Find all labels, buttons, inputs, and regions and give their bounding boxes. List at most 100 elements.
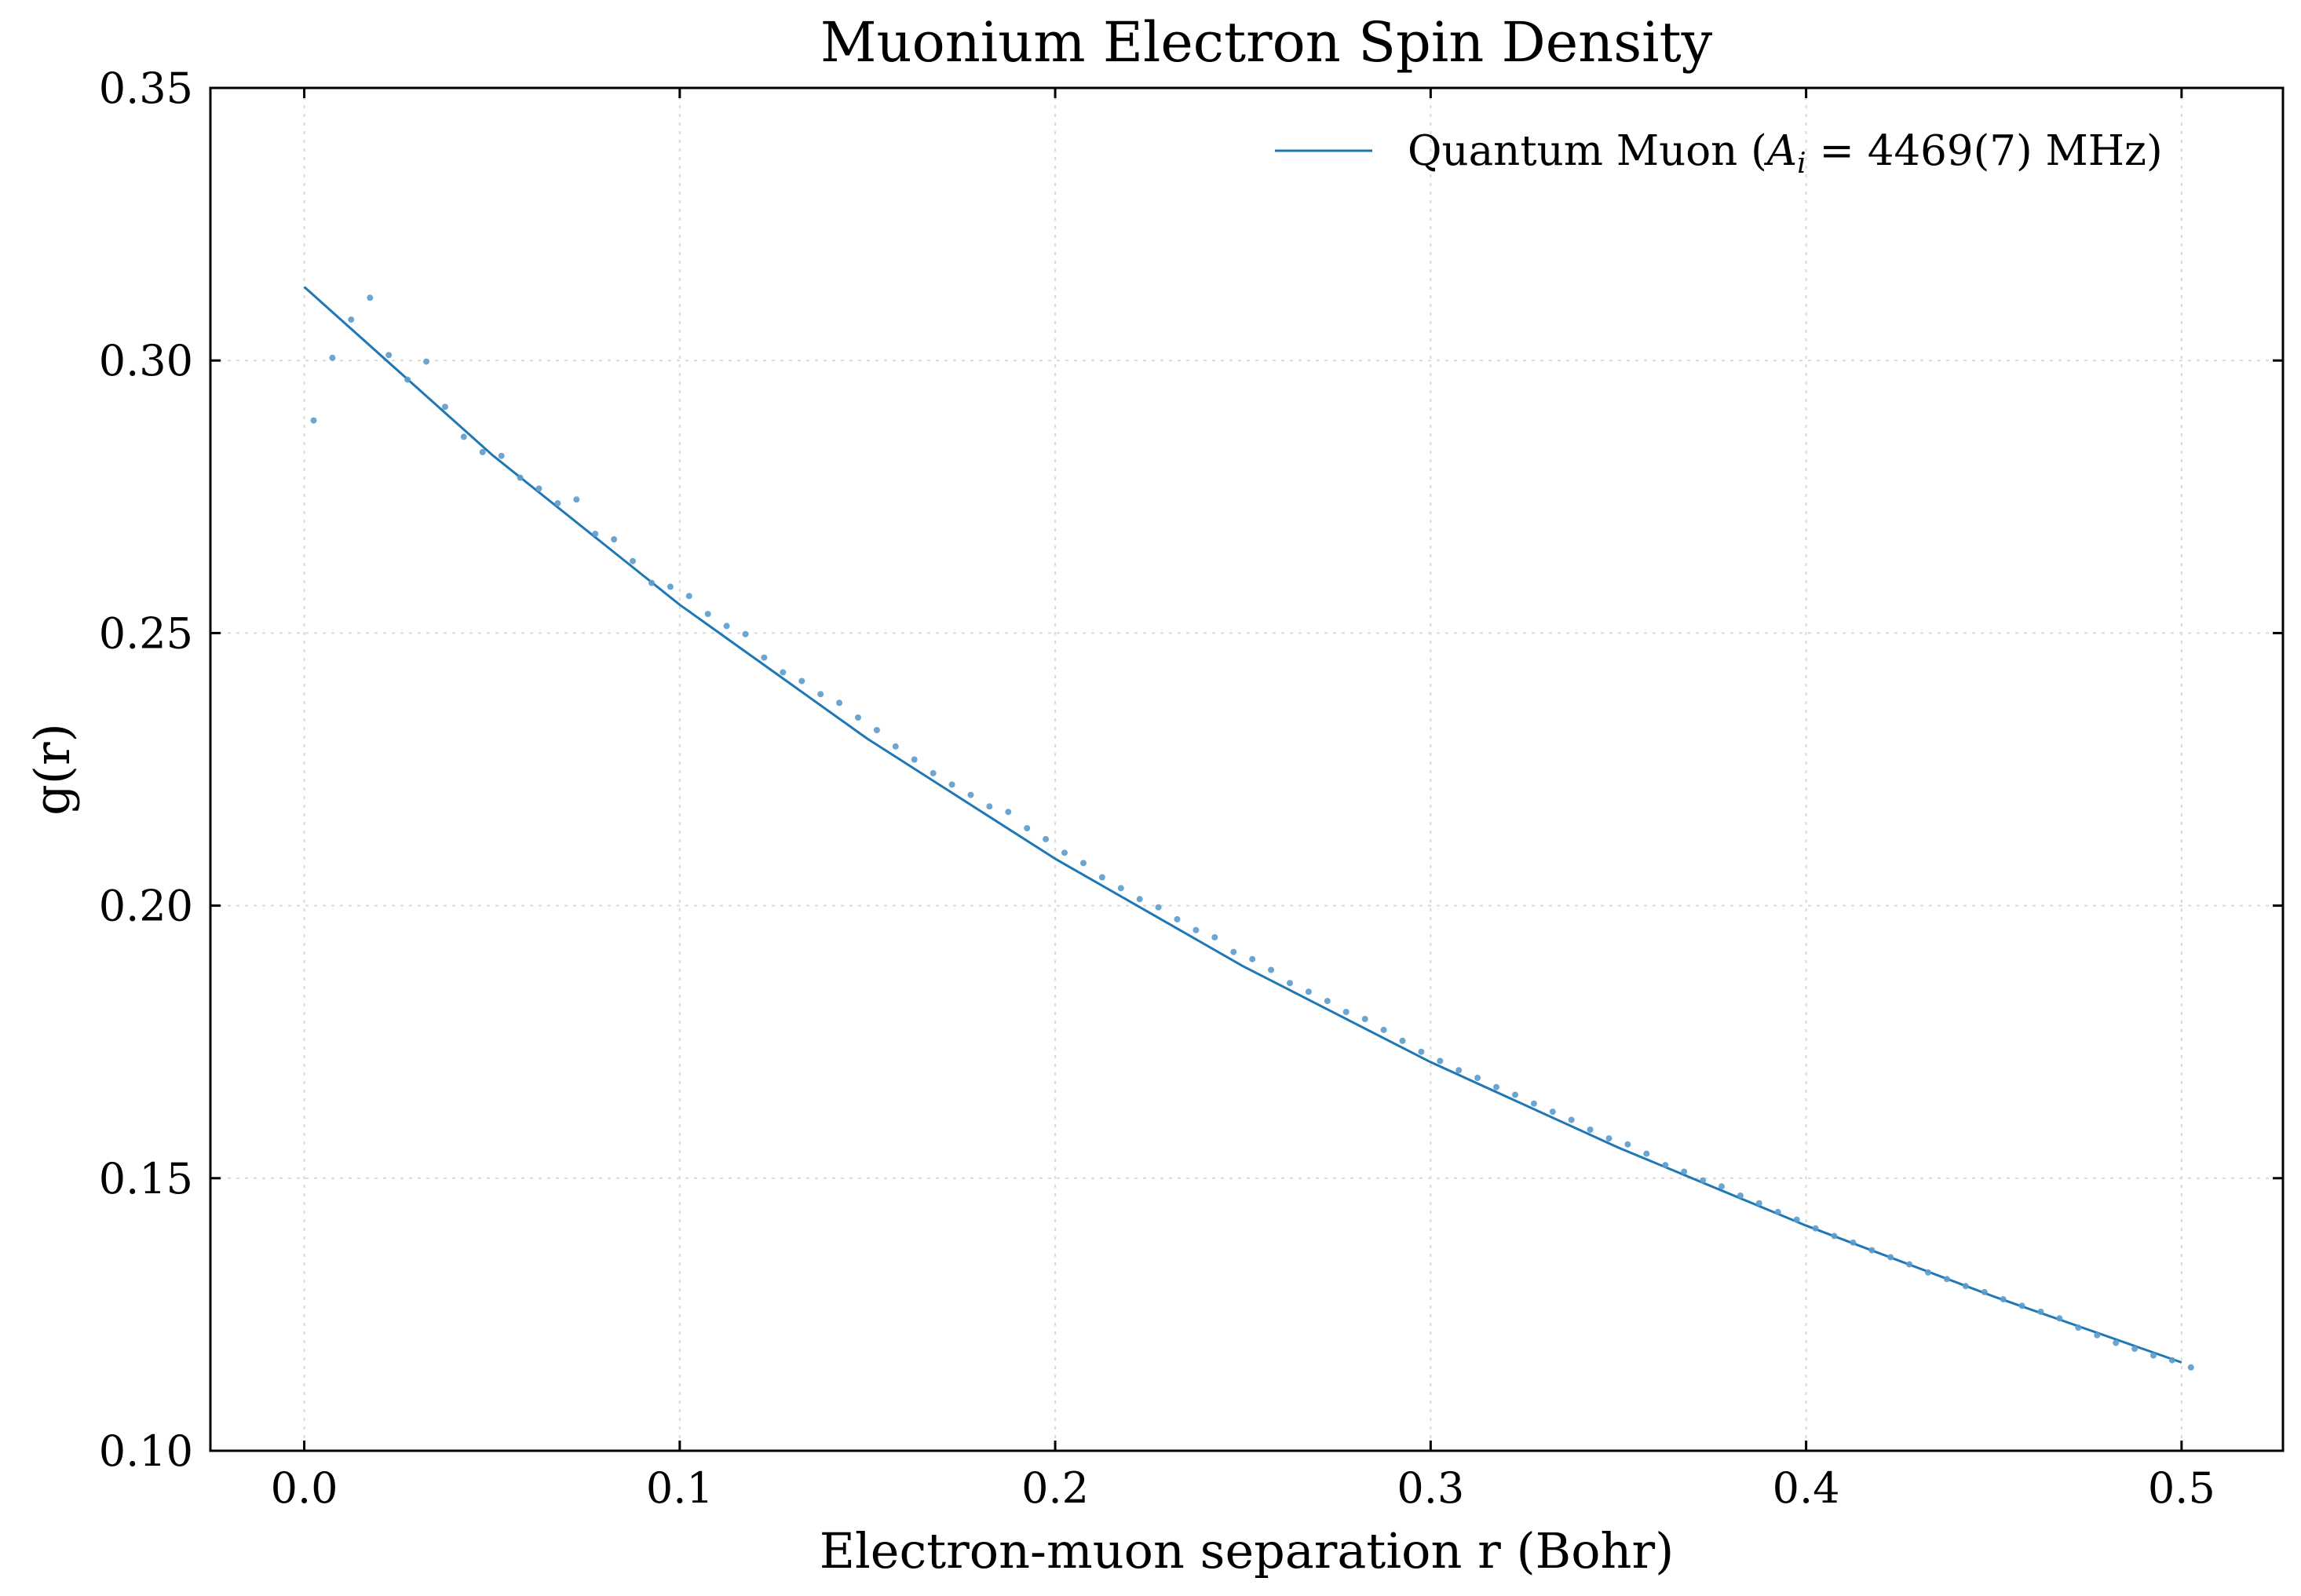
data-point — [798, 677, 805, 685]
data-point — [1117, 885, 1124, 892]
data-point — [1568, 1116, 1575, 1123]
y-tick-label: 0.25 — [99, 608, 193, 658]
y-tick-label: 0.30 — [99, 336, 193, 385]
data-point — [573, 496, 580, 503]
data-point — [1906, 1261, 1913, 1268]
data-point — [667, 583, 674, 590]
data-point — [1605, 1135, 1613, 1142]
data-point — [1981, 1288, 1988, 1295]
x-tick-label: 0.5 — [2148, 1463, 2215, 1513]
data-point — [1193, 926, 1200, 933]
data-point — [1399, 1037, 1406, 1044]
data-point — [517, 474, 524, 481]
data-point — [780, 669, 787, 676]
y-tick-label: 0.15 — [99, 1154, 193, 1203]
data-point — [1024, 825, 1031, 831]
data-point — [385, 352, 393, 359]
data-point — [685, 593, 692, 600]
data-point — [1831, 1233, 1838, 1240]
data-point — [2056, 1315, 2063, 1322]
x-tick-label: 0.2 — [1021, 1463, 1089, 1513]
chart-title: Muonium Electron Spin Density — [820, 10, 1713, 75]
data-point — [498, 452, 505, 459]
data-point — [2187, 1364, 2194, 1371]
y-tick-label: 0.10 — [99, 1426, 193, 1476]
data-point — [1474, 1075, 1481, 1081]
axis-ticks: 0.0 0.1 0.2 0.3 0.4 0.5 0.10 0.15 0.20 0.25 0.30 0.… — [99, 64, 2283, 1513]
data-point — [648, 579, 655, 586]
data-point — [986, 803, 993, 810]
x-tick-label: 0.1 — [646, 1463, 714, 1513]
data-point — [1005, 809, 1012, 816]
data-point — [1587, 1127, 1594, 1133]
data-point — [367, 294, 374, 301]
data-point — [1530, 1100, 1537, 1107]
data-point — [404, 376, 411, 383]
data-point — [967, 791, 974, 798]
data-point — [1324, 998, 1331, 1005]
data-point — [1136, 896, 1143, 903]
data-point — [1793, 1216, 1800, 1223]
data-point — [742, 630, 749, 637]
data-point — [1493, 1083, 1499, 1090]
x-tick-label: 0.0 — [271, 1463, 338, 1513]
data-point — [817, 691, 824, 698]
data-point — [2150, 1352, 2157, 1359]
data-point — [1230, 948, 1237, 955]
data-point — [1755, 1200, 1762, 1207]
data-point — [1268, 966, 1275, 973]
data-point — [535, 485, 542, 492]
data-point — [1700, 1177, 1707, 1184]
data-point — [2037, 1308, 2044, 1315]
data-point — [1361, 1016, 1368, 1022]
data-point — [1944, 1276, 1950, 1283]
data-point — [930, 769, 937, 776]
data-point — [1061, 849, 1068, 856]
data-point — [2018, 1302, 2025, 1309]
data-point — [948, 781, 955, 788]
data-point — [892, 743, 899, 750]
data-point — [1305, 988, 1312, 995]
plot-series — [303, 286, 2194, 1371]
plot-frame — [209, 86, 2285, 1452]
data-point — [1643, 1150, 1650, 1157]
y-axis-label: g(r) — [24, 723, 81, 816]
x-tick-label: 0.3 — [1397, 1463, 1464, 1513]
data-point — [1418, 1048, 1425, 1055]
data-point — [1174, 916, 1181, 922]
data-point — [1624, 1141, 1631, 1148]
data-point — [441, 404, 448, 411]
data-point — [1380, 1026, 1387, 1033]
data-point — [2168, 1357, 2175, 1364]
data-point — [1812, 1225, 1819, 1232]
data-point — [1662, 1162, 1669, 1169]
data-point — [2075, 1324, 2082, 1331]
data-point — [1512, 1091, 1518, 1098]
data-point — [460, 433, 467, 440]
data-point — [592, 531, 599, 537]
data-point — [1249, 955, 1256, 962]
data-point — [348, 316, 355, 323]
data-point — [329, 354, 336, 361]
data-point — [1774, 1208, 1781, 1215]
data-point — [2113, 1339, 2120, 1346]
data-point — [1455, 1067, 1463, 1074]
data-point — [611, 536, 618, 542]
data-point — [1850, 1239, 1857, 1246]
data-point — [873, 727, 880, 733]
data-point — [1342, 1009, 1350, 1015]
data-point — [1211, 933, 1218, 940]
data-point — [855, 714, 861, 721]
data-point — [1080, 860, 1087, 867]
data-point — [423, 358, 429, 365]
legend-label: Quantum Muon (Ai = 4469(7) MHz) — [1408, 127, 2163, 180]
x-axis-label: Electron-muon separation r (Bohr) — [820, 1522, 1675, 1580]
data-point — [1718, 1183, 1725, 1190]
data-point — [630, 557, 636, 564]
data-point — [1549, 1108, 1556, 1116]
data-point — [2094, 1331, 2101, 1339]
data-point — [1925, 1269, 1931, 1276]
